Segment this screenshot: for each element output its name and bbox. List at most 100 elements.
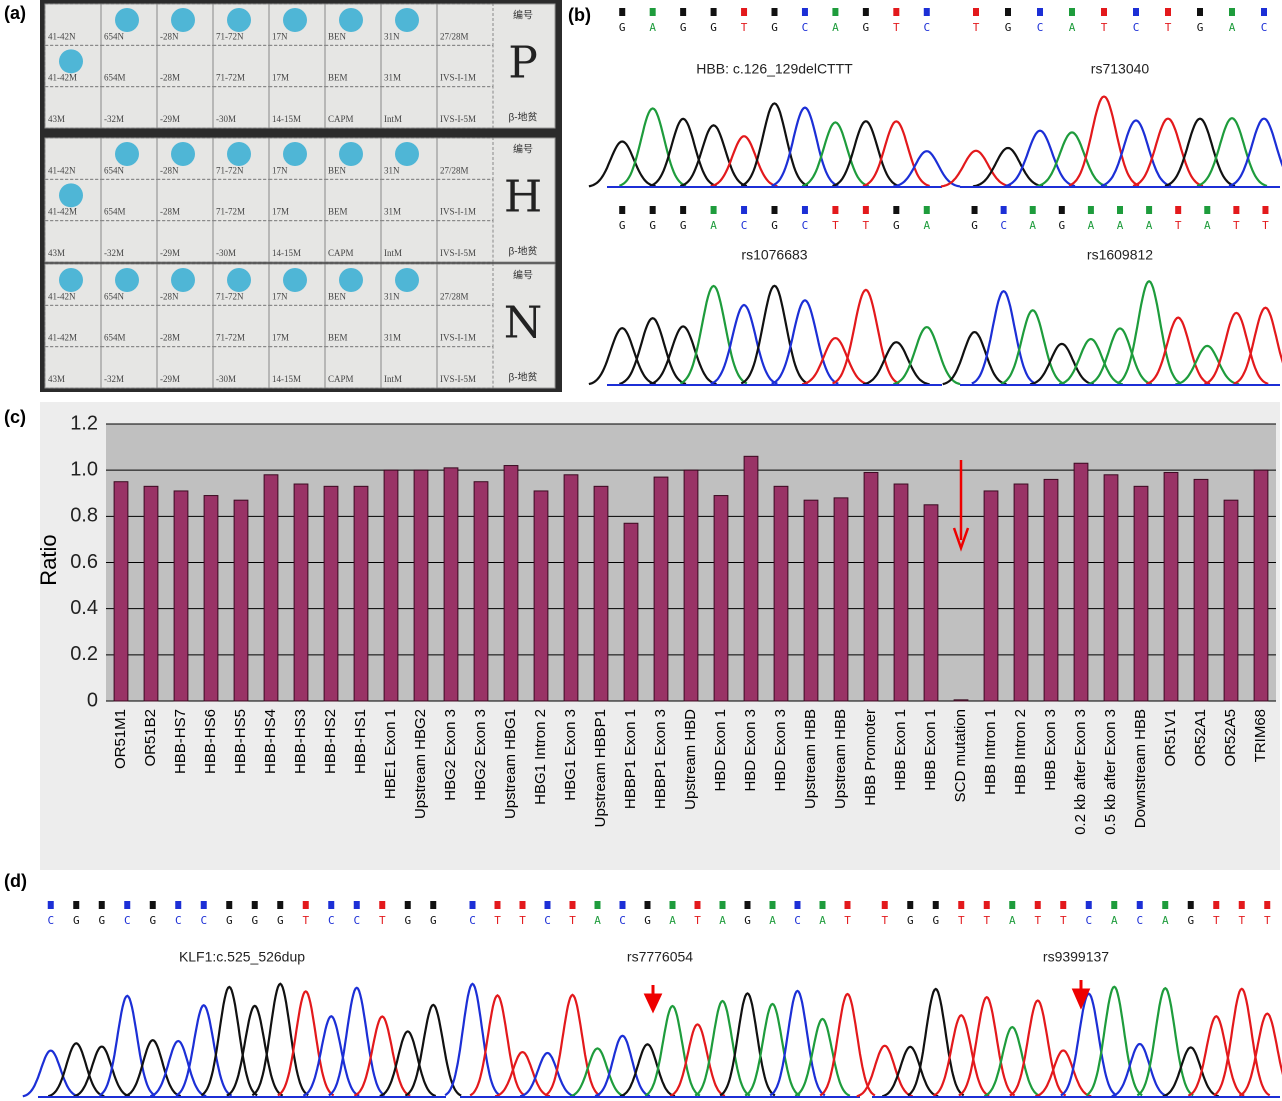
x-tick-label: HBB-HS5 [232, 709, 249, 774]
strip-label: 17M [272, 207, 289, 217]
trace-peak [649, 117, 717, 187]
strip-label: 41-42N [48, 165, 76, 175]
trace-peak [519, 1051, 576, 1098]
base-marker [1085, 901, 1092, 909]
base-marker [619, 901, 626, 909]
strip-label: -28N [160, 165, 179, 175]
base-marker [1117, 206, 1123, 214]
strip-label: 31M [384, 73, 401, 83]
trace-title: rs9399137 [1043, 949, 1109, 965]
base-marker [710, 206, 717, 214]
trace-peak [1228, 117, 1282, 187]
y-tick-label: 0.2 [70, 643, 98, 665]
base-letter: A [923, 219, 930, 232]
strip-label: 41-42M [48, 73, 77, 83]
base-marker [1261, 8, 1267, 16]
base-letter: A [1009, 914, 1016, 927]
base-letter: A [719, 914, 726, 927]
base-letter: C [353, 914, 360, 927]
base-letter: C [544, 914, 551, 927]
base-letter: C [1037, 21, 1044, 34]
trace-peak [47, 1042, 105, 1098]
strip-label: CAPM [328, 374, 354, 384]
trace-peak [619, 107, 687, 187]
base-marker [923, 206, 930, 214]
base-letter: T [1233, 219, 1240, 232]
trace-peak [794, 1017, 851, 1097]
base-marker [1197, 8, 1203, 16]
bar [953, 699, 969, 702]
trace-peak [1060, 992, 1118, 1097]
base-letter: G [710, 21, 717, 34]
base-marker [619, 8, 626, 16]
trace-peak [353, 1015, 411, 1097]
trace-peak [98, 994, 156, 1097]
strip-cell [436, 220, 494, 263]
trace-title: rs713040 [1091, 61, 1150, 77]
trace-peak [379, 1030, 437, 1098]
bar [803, 499, 819, 702]
base-letter: T [694, 914, 701, 927]
base-marker [794, 901, 801, 909]
base-marker [771, 206, 778, 214]
strip-label: 31N [384, 165, 400, 175]
strip-cell [324, 346, 382, 389]
bar [1133, 485, 1149, 702]
strip-label: IntM [384, 374, 402, 384]
trace-peak [893, 325, 961, 386]
bar [1163, 471, 1179, 702]
x-tick-label: HBG1 Exon 3 [562, 709, 579, 801]
blue-dot [339, 142, 363, 166]
bar [503, 465, 519, 702]
strip-label: 17M [272, 333, 289, 343]
trace-peak [983, 1025, 1041, 1097]
strip-label: -32M [104, 248, 124, 258]
trace-peak [740, 102, 809, 187]
strip-label: 654M [104, 333, 126, 343]
base-letter: C [1136, 914, 1143, 927]
trace-peak [1009, 999, 1067, 1097]
trace-peak [940, 149, 1012, 188]
blue-dot [395, 142, 419, 166]
base-letter: G [644, 914, 651, 927]
strip-cell [436, 346, 494, 389]
base-letter: A [669, 914, 676, 927]
strip-cell [324, 220, 382, 263]
strip-label: -30M [216, 114, 236, 124]
strip-label: -28M [160, 207, 180, 217]
base-marker [1005, 8, 1011, 16]
trace-peak [1000, 309, 1065, 385]
strip-footer: β-地贫 [508, 111, 537, 124]
base-letter: T [569, 914, 576, 927]
base-letter: C [802, 219, 809, 232]
base-letter: T [893, 21, 900, 34]
blue-dot [395, 268, 419, 292]
blue-dot [395, 8, 419, 32]
strip-label: 17M [272, 73, 289, 83]
trace-peak [594, 1034, 651, 1098]
base-marker [649, 8, 656, 16]
strip-label: -28N [160, 31, 179, 41]
strip-label: -30M [216, 248, 236, 258]
x-tick-label: Upstream HBD [682, 709, 699, 810]
base-letter: C [794, 914, 801, 927]
base-marker [844, 901, 851, 909]
base-marker [1175, 206, 1182, 214]
base-letter: C [175, 914, 182, 927]
strip-label: BEM [328, 333, 348, 343]
base-marker [719, 901, 726, 909]
strip-label: 17N [272, 165, 288, 175]
strip-label: 71-72M [216, 207, 245, 217]
bar [173, 490, 189, 702]
bar [1103, 474, 1119, 702]
strip-label: 43M [48, 374, 65, 384]
trace-peak [893, 150, 961, 188]
trace-peak [328, 986, 386, 1097]
trace-peak [679, 124, 748, 188]
base-letter: T [1238, 914, 1245, 927]
bar [743, 455, 759, 702]
base-letter: T [844, 914, 851, 927]
base-letter: G [226, 914, 233, 927]
trace-peak [1196, 117, 1268, 187]
x-tick-label: HBBP1 Exon 1 [622, 709, 639, 809]
